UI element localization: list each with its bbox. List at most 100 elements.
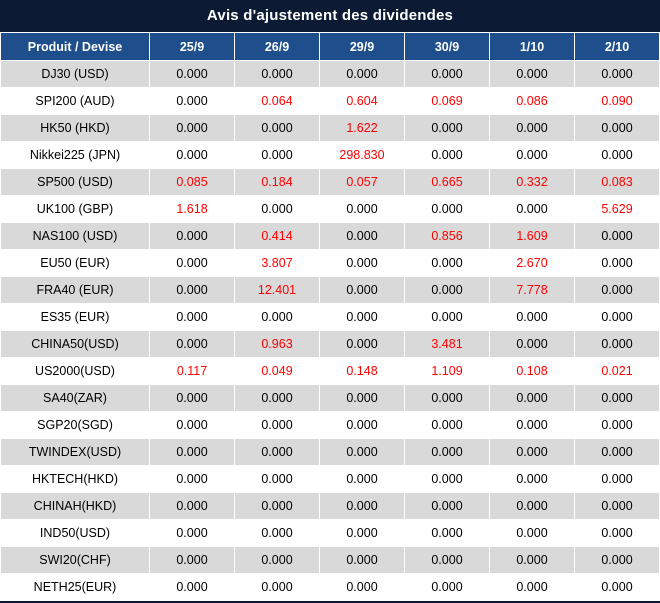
product-cell: ES35 (EUR) [0, 303, 150, 331]
value-cell: 0.000 [574, 384, 660, 412]
value-cell: 0.000 [489, 546, 575, 574]
value-cell: 0.000 [319, 249, 405, 277]
value-cell: 0.000 [149, 546, 235, 574]
table-row: CHINAH(HKD) 0.000 0.000 0.000 0.000 0.000 0.00… [0, 492, 660, 520]
value-cell: 0.000 [404, 303, 490, 331]
value-cell: 0.108 [489, 357, 575, 385]
table-row: US2000(USD) 0.117 0.049 0.148 1.109 0.108 0.02… [0, 357, 660, 385]
value-cell: 0.000 [404, 519, 490, 547]
value-cell: 0.000 [149, 438, 235, 466]
value-cell: 0.184 [234, 168, 320, 196]
value-cell: 0.000 [319, 573, 405, 601]
product-cell: HK50 (HKD) [0, 114, 150, 142]
column-header-date: 2/10 [574, 32, 660, 61]
value-cell: 0.000 [234, 141, 320, 169]
value-cell: 0.000 [404, 114, 490, 142]
column-header-date: 30/9 [404, 32, 490, 61]
value-cell: 0.000 [404, 492, 490, 520]
value-cell: 0.000 [149, 492, 235, 520]
product-cell: SP500 (USD) [0, 168, 150, 196]
value-cell: 0.665 [404, 168, 490, 196]
table-row: Nikkei225 (JPN) 0.000 0.000 298.830 0.000 0.0… [0, 141, 660, 169]
value-cell: 0.000 [574, 60, 660, 88]
value-cell: 0.000 [404, 411, 490, 439]
column-header-date: 26/9 [234, 32, 320, 61]
value-cell: 0.000 [404, 384, 490, 412]
value-cell: 1.609 [489, 222, 575, 250]
value-cell: 0.000 [149, 60, 235, 88]
value-cell: 0.057 [319, 168, 405, 196]
product-cell: SA40(ZAR) [0, 384, 150, 412]
dividend-adjustment-table: Produit / Devise 25/9 26/9 29/9 30/9 1/10 2/10… [0, 32, 660, 601]
table-row: TWINDEX(USD) 0.000 0.000 0.000 0.000 0.000 0.0… [0, 438, 660, 466]
product-cell: NETH25(EUR) [0, 573, 150, 601]
table-row: CHINA50(USD) 0.000 0.963 0.000 3.481 0.000 0.0… [0, 330, 660, 358]
product-cell: TWINDEX(USD) [0, 438, 150, 466]
value-cell: 0.021 [574, 357, 660, 385]
value-cell: 0.000 [574, 276, 660, 304]
value-cell: 0.000 [574, 411, 660, 439]
value-cell: 0.000 [234, 195, 320, 223]
value-cell: 0.000 [319, 492, 405, 520]
product-cell: CHINAH(HKD) [0, 492, 150, 520]
value-cell: 0.000 [149, 114, 235, 142]
value-cell: 298.830 [319, 141, 405, 169]
table-row: SP500 (USD) 0.085 0.184 0.057 0.665 0.332 0.08… [0, 168, 660, 196]
value-cell: 0.000 [404, 573, 490, 601]
value-cell: 0.000 [319, 60, 405, 88]
page-title: Avis d'ajustement des dividendes [0, 0, 660, 32]
value-cell: 0.000 [489, 195, 575, 223]
product-cell: SWI20(CHF) [0, 546, 150, 574]
product-cell: UK100 (GBP) [0, 195, 150, 223]
value-cell: 0.000 [404, 546, 490, 574]
table-body: DJ30 (USD) 0.000 0.000 0.000 0.000 0.000 0.000… [0, 60, 660, 601]
value-cell: 0.000 [574, 114, 660, 142]
product-cell: CHINA50(USD) [0, 330, 150, 358]
table-row: SWI20(CHF) 0.000 0.000 0.000 0.000 0.000 0.000 [0, 546, 660, 574]
value-cell: 0.000 [404, 141, 490, 169]
table-row: IND50(USD) 0.000 0.000 0.000 0.000 0.000 0.000 [0, 519, 660, 547]
value-cell: 0.332 [489, 168, 575, 196]
value-cell: 0.049 [234, 357, 320, 385]
table-row: DJ30 (USD) 0.000 0.000 0.000 0.000 0.000 0.000 [0, 60, 660, 88]
value-cell: 0.000 [319, 465, 405, 493]
value-cell: 0.000 [574, 519, 660, 547]
column-header-date: 29/9 [319, 32, 405, 61]
value-cell: 0.000 [234, 384, 320, 412]
value-cell: 0.090 [574, 87, 660, 115]
product-cell: EU50 (EUR) [0, 249, 150, 277]
value-cell: 0.000 [489, 438, 575, 466]
value-cell: 0.000 [149, 573, 235, 601]
value-cell: 0.000 [149, 384, 235, 412]
value-cell: 0.000 [489, 330, 575, 358]
value-cell: 0.000 [149, 249, 235, 277]
value-cell: 0.000 [319, 384, 405, 412]
table-row: HKTECH(HKD) 0.000 0.000 0.000 0.000 0.000 0.00… [0, 465, 660, 493]
product-cell: NAS100 (USD) [0, 222, 150, 250]
value-cell: 0.000 [574, 249, 660, 277]
value-cell: 0.000 [574, 492, 660, 520]
table-head: Produit / Devise 25/9 26/9 29/9 30/9 1/10 2/10 [0, 32, 660, 61]
value-cell: 0.000 [149, 222, 235, 250]
value-cell: 0.000 [234, 573, 320, 601]
value-cell: 0.000 [489, 303, 575, 331]
value-cell: 0.064 [234, 87, 320, 115]
value-cell: 0.000 [234, 114, 320, 142]
value-cell: 0.000 [234, 492, 320, 520]
value-cell: 0.000 [404, 249, 490, 277]
table-row: SGP20(SGD) 0.000 0.000 0.000 0.000 0.000 0.000 [0, 411, 660, 439]
value-cell: 0.000 [489, 573, 575, 601]
value-cell: 0.000 [574, 546, 660, 574]
value-cell: 12.401 [234, 276, 320, 304]
value-cell: 0.000 [319, 519, 405, 547]
value-cell: 0.000 [574, 573, 660, 601]
value-cell: 0.000 [404, 465, 490, 493]
value-cell: 0.000 [234, 303, 320, 331]
product-cell: SGP20(SGD) [0, 411, 150, 439]
value-cell: 0.083 [574, 168, 660, 196]
value-cell: 0.000 [319, 195, 405, 223]
value-cell: 0.000 [234, 411, 320, 439]
value-cell: 0.000 [234, 438, 320, 466]
table-row: SPI200 (AUD) 0.000 0.064 0.604 0.069 0.086 0.0… [0, 87, 660, 115]
